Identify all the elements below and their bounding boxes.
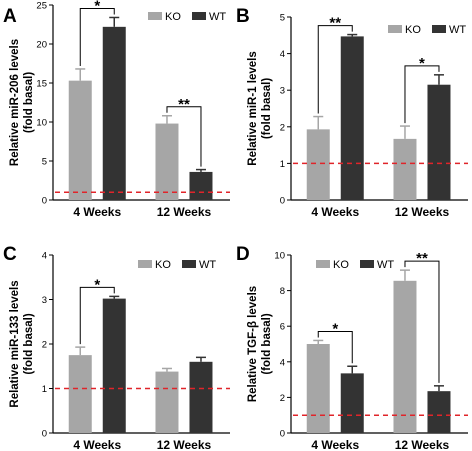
legend-swatch-ko <box>148 12 162 20</box>
significance-marker: * <box>94 0 100 14</box>
y-tick-label: 6 <box>280 322 285 333</box>
bar-wt <box>189 171 213 200</box>
legend-label: WT <box>377 259 394 271</box>
legend-swatch-wt <box>360 260 374 268</box>
bar-ko <box>393 138 417 200</box>
significance-bracket <box>317 330 353 364</box>
y-tick-label: 0 <box>42 429 47 440</box>
x-category-label: 12 Weeks <box>395 205 450 219</box>
significance-marker: ** <box>416 250 428 267</box>
bar-ko <box>393 280 417 433</box>
y-tick-label: 1 <box>280 159 285 170</box>
bar-wt <box>102 298 126 433</box>
y-tick-label: 2 <box>42 340 47 351</box>
y-axis-label-line: (fold basal) <box>23 313 35 375</box>
x-category-label: 4 Weeks <box>311 205 359 219</box>
bar-wt <box>340 36 364 201</box>
significance-marker: ** <box>329 15 341 32</box>
panel-d: D Relative TGF-β levels (fold basal) 0 2 4 6 8 1… <box>236 244 468 451</box>
y-tick-label: 0 <box>42 196 47 207</box>
y-tick-label: 0 <box>280 429 285 440</box>
y-axis-label-line: Relative miR-1 levels <box>247 51 259 165</box>
y-tick-label: 3 <box>42 295 47 306</box>
bar-ko <box>155 371 179 433</box>
y-axis-label-line: (fold basal) <box>23 72 35 134</box>
bar-ko <box>68 80 92 200</box>
bar-ko <box>68 355 92 433</box>
bar-wt <box>189 361 213 433</box>
legend-swatch-wt <box>432 25 446 33</box>
legend-label: WT <box>449 24 466 36</box>
bar-wt <box>427 391 451 433</box>
panel-letter: D <box>236 244 250 265</box>
y-axis-label: Relative miR-133 levels (fold basal) <box>9 280 35 407</box>
legend-label: KO <box>405 24 421 36</box>
significance-bracket <box>79 286 115 345</box>
y-tick-label: 20 <box>36 40 47 51</box>
legend-swatch-wt <box>192 12 206 20</box>
legend-label: WT <box>209 11 226 23</box>
y-axis-label: Relative miR-1 levels (fold basal) <box>247 51 273 165</box>
significance-bracket <box>317 25 353 114</box>
y-tick-label: 25 <box>36 1 47 12</box>
significance-marker: * <box>419 55 425 72</box>
significance-bracket <box>404 260 440 383</box>
y-axis-label: Relative miR-206 levels (fold basal) <box>9 39 35 166</box>
y-axis-label-line: Relative miR-206 levels <box>9 39 21 166</box>
y-tick-label: 10 <box>274 251 285 262</box>
y-axis-label-line: Relative TGF-β levels <box>247 286 259 402</box>
x-category-label: 12 Weeks <box>395 438 450 451</box>
y-tick-label: 5 <box>280 13 285 24</box>
panel-letter: A <box>3 6 17 27</box>
legend-label: WT <box>199 259 216 271</box>
significance-marker: * <box>94 276 100 293</box>
y-tick-label: 15 <box>36 79 47 90</box>
significance-marker: ** <box>178 96 190 113</box>
y-tick-label: 10 <box>36 118 47 129</box>
bar-ko <box>306 129 330 200</box>
y-tick-label: 8 <box>280 286 285 297</box>
y-tick-label: 4 <box>42 251 47 262</box>
panel-c: C Relative miR-133 levels (fold basal) 0 1 2 3… <box>3 244 230 451</box>
y-tick-label: 1 <box>42 384 47 395</box>
legend-swatch-ko <box>138 260 152 268</box>
y-tick-label: 4 <box>280 49 285 60</box>
x-category-label: 4 Weeks <box>311 438 359 451</box>
significance-bracket <box>166 106 202 167</box>
bar-wt <box>102 26 126 201</box>
significance-marker: * <box>332 320 338 337</box>
legend-swatch-wt <box>182 260 196 268</box>
y-tick-label: 5 <box>42 157 47 168</box>
x-category-label: 4 Weeks <box>73 205 121 219</box>
bar-wt <box>340 373 364 433</box>
panel-a: A Relative miR-206 levels (fold basal) 0 5 10… <box>3 0 230 219</box>
legend-swatch-ko <box>388 25 402 33</box>
panel-letter: C <box>3 244 17 265</box>
y-axis-label: Relative TGF-β levels (fold basal) <box>247 286 273 402</box>
bar-wt <box>427 84 451 200</box>
x-category-label: 12 Weeks <box>157 438 212 451</box>
bar-ko <box>155 123 179 200</box>
legend-label: KO <box>165 11 181 23</box>
x-category-label: 12 Weeks <box>157 205 212 219</box>
y-axis-label-line: Relative miR-133 levels <box>9 280 21 407</box>
y-axis-label-line: (fold basal) <box>261 313 273 375</box>
y-tick-label: 2 <box>280 393 285 404</box>
bar-ko <box>306 344 330 433</box>
legend-label: KO <box>333 259 349 271</box>
x-category-label: 4 Weeks <box>73 438 121 451</box>
y-tick-label: 4 <box>280 357 285 368</box>
legend-swatch-ko <box>316 260 330 268</box>
panel-b: B Relative miR-1 levels (fold basal) 0 1 2 3 4 5… <box>236 6 468 219</box>
y-axis-label-line: (fold basal) <box>261 78 273 140</box>
significance-bracket <box>404 65 440 124</box>
y-tick-label: 3 <box>280 86 285 97</box>
panel-letter: B <box>236 6 250 27</box>
y-tick-label: 2 <box>280 122 285 133</box>
legend-label: KO <box>155 259 171 271</box>
y-tick-label: 0 <box>280 196 285 207</box>
significance-bracket <box>79 7 115 66</box>
